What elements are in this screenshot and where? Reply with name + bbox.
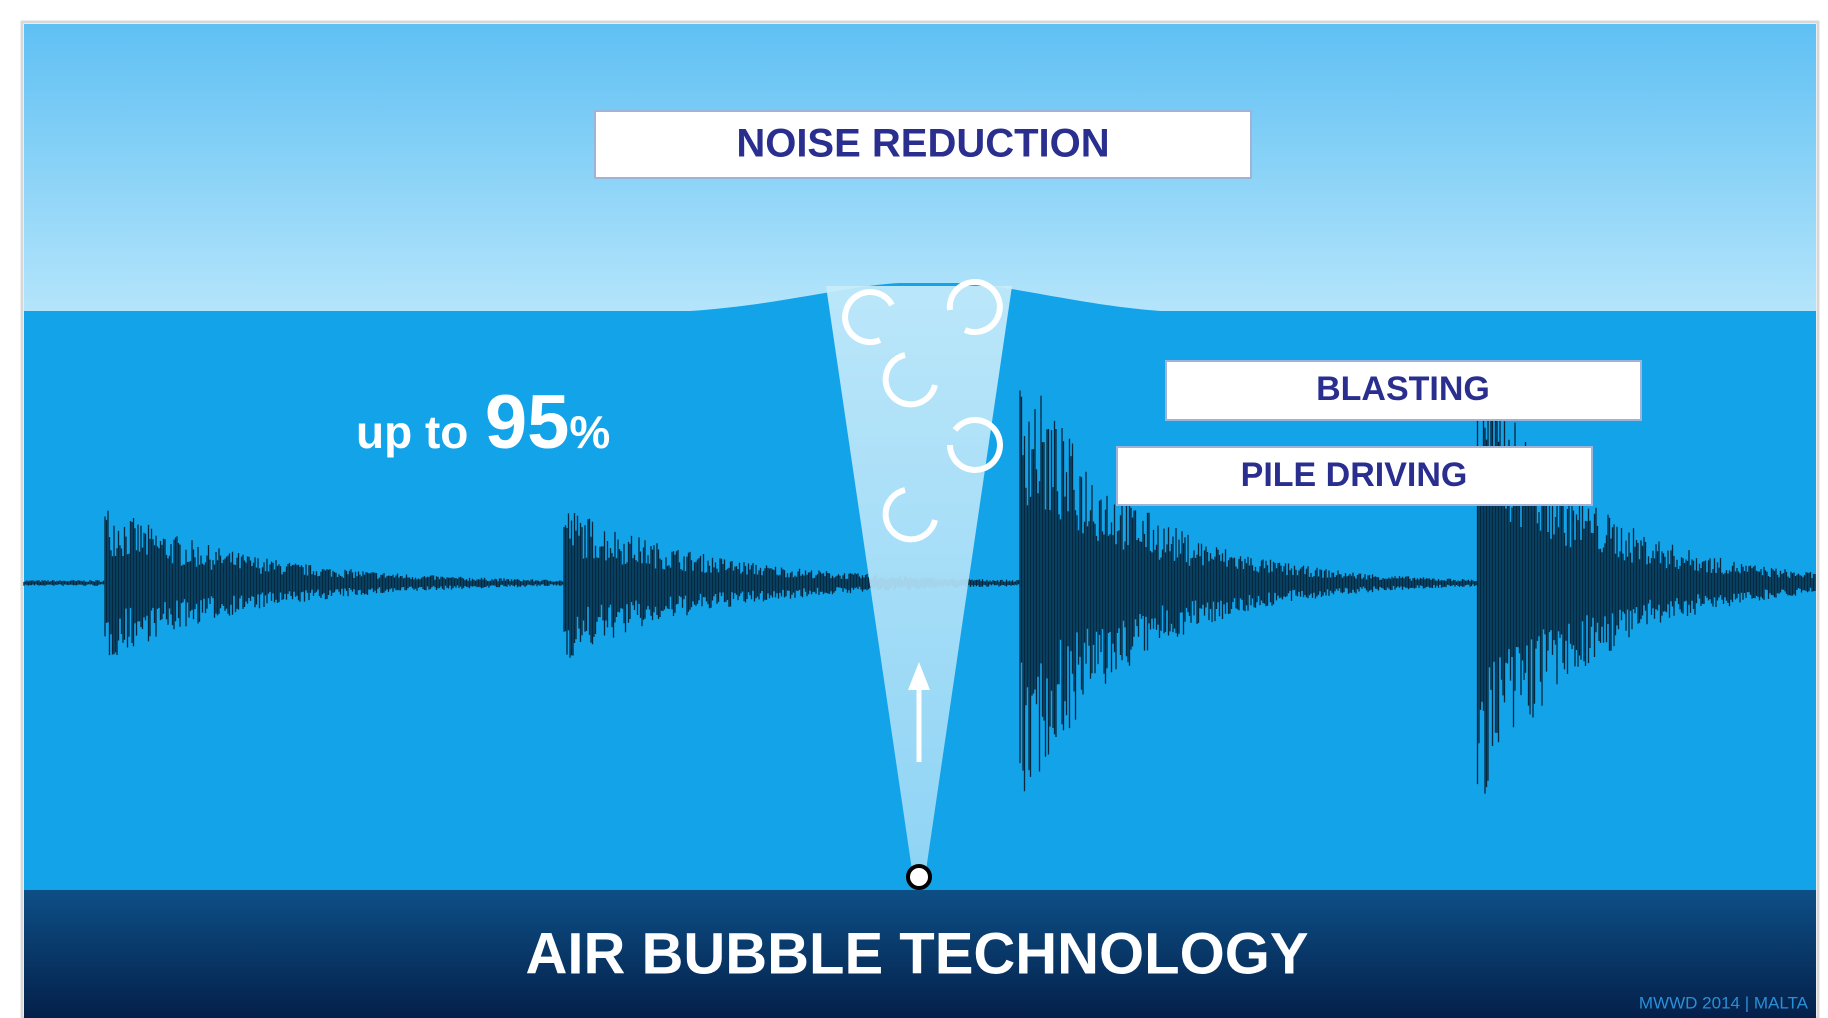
footer-credit: MWWD 2014 | MALTA bbox=[1639, 993, 1809, 1012]
pile-driving-label: PILE DRIVING bbox=[1241, 456, 1468, 494]
blasting-label: BLASTING bbox=[1316, 370, 1490, 408]
diagram: NOISE REDUCTION BLASTING PILE DRIVING up… bbox=[0, 0, 1828, 1018]
reduction-prefix: up to bbox=[356, 406, 468, 458]
reduction-number: 95 bbox=[485, 380, 570, 465]
noise-reduction-label: NOISE REDUCTION bbox=[736, 122, 1109, 166]
footer-title: AIR BUBBLE TECHNOLOGY bbox=[526, 921, 1309, 986]
page: NOISE REDUCTION BLASTING PILE DRIVING up… bbox=[0, 0, 1828, 1018]
nozzle bbox=[908, 866, 930, 888]
reduction-unit: % bbox=[569, 406, 610, 458]
